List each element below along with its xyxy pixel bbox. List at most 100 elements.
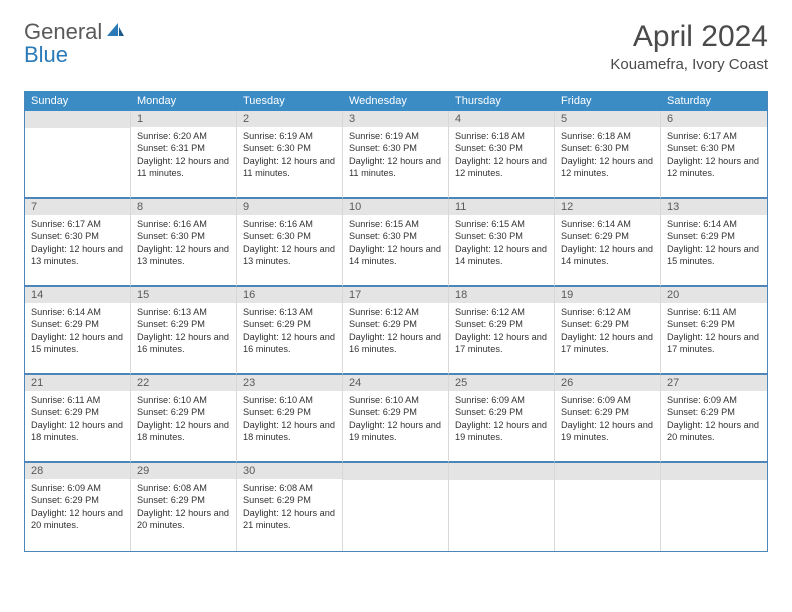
daylight-text: Daylight: 12 hours and 21 minutes.: [243, 507, 336, 532]
weekday-header-row: Sunday Monday Tuesday Wednesday Thursday…: [25, 91, 767, 111]
day-details: Sunrise: 6:17 AMSunset: 6:30 PMDaylight:…: [25, 215, 130, 271]
calendar-cell: 19Sunrise: 6:12 AMSunset: 6:29 PMDayligh…: [555, 287, 661, 375]
day-number: [449, 463, 554, 480]
daylight-text: Daylight: 12 hours and 19 minutes.: [455, 419, 548, 444]
logo-sail-icon: [104, 20, 126, 43]
daylight-text: Daylight: 12 hours and 13 minutes.: [243, 243, 336, 268]
sunset-text: Sunset: 6:30 PM: [349, 230, 442, 242]
sunrise-text: Sunrise: 6:18 AM: [561, 130, 654, 142]
sunrise-text: Sunrise: 6:17 AM: [667, 130, 761, 142]
calendar-cell: 9Sunrise: 6:16 AMSunset: 6:30 PMDaylight…: [237, 199, 343, 287]
sunset-text: Sunset: 6:29 PM: [243, 318, 336, 330]
calendar-cell: 27Sunrise: 6:09 AMSunset: 6:29 PMDayligh…: [661, 375, 767, 463]
calendar-cell: 11Sunrise: 6:15 AMSunset: 6:30 PMDayligh…: [449, 199, 555, 287]
day-details: Sunrise: 6:08 AMSunset: 6:29 PMDaylight:…: [131, 479, 236, 535]
daylight-text: Daylight: 12 hours and 12 minutes.: [455, 155, 548, 180]
calendar-cell: 7Sunrise: 6:17 AMSunset: 6:30 PMDaylight…: [25, 199, 131, 287]
daylight-text: Daylight: 12 hours and 19 minutes.: [561, 419, 654, 444]
sunset-text: Sunset: 6:29 PM: [667, 318, 761, 330]
daylight-text: Daylight: 12 hours and 18 minutes.: [31, 419, 124, 444]
sunrise-text: Sunrise: 6:18 AM: [455, 130, 548, 142]
calendar-cell: 17Sunrise: 6:12 AMSunset: 6:29 PMDayligh…: [343, 287, 449, 375]
sunset-text: Sunset: 6:30 PM: [137, 230, 230, 242]
day-details: Sunrise: 6:13 AMSunset: 6:29 PMDaylight:…: [131, 303, 236, 359]
daylight-text: Daylight: 12 hours and 12 minutes.: [561, 155, 654, 180]
sunrise-text: Sunrise: 6:17 AM: [31, 218, 124, 230]
sunset-text: Sunset: 6:29 PM: [455, 318, 548, 330]
sunset-text: Sunset: 6:29 PM: [31, 318, 124, 330]
calendar-cell: [661, 463, 767, 551]
day-details: Sunrise: 6:18 AMSunset: 6:30 PMDaylight:…: [555, 127, 660, 183]
sunrise-text: Sunrise: 6:16 AM: [137, 218, 230, 230]
daylight-text: Daylight: 12 hours and 19 minutes.: [349, 419, 442, 444]
day-details: Sunrise: 6:09 AMSunset: 6:29 PMDaylight:…: [25, 479, 130, 535]
sunrise-text: Sunrise: 6:15 AM: [455, 218, 548, 230]
day-details: Sunrise: 6:14 AMSunset: 6:29 PMDaylight:…: [661, 215, 767, 271]
calendar-cell: 28Sunrise: 6:09 AMSunset: 6:29 PMDayligh…: [25, 463, 131, 551]
day-details: Sunrise: 6:14 AMSunset: 6:29 PMDaylight:…: [555, 215, 660, 271]
daylight-text: Daylight: 12 hours and 18 minutes.: [137, 419, 230, 444]
day-details: Sunrise: 6:09 AMSunset: 6:29 PMDaylight:…: [661, 391, 767, 447]
day-number: 15: [131, 287, 236, 303]
sunrise-text: Sunrise: 6:12 AM: [349, 306, 442, 318]
calendar-cell: 24Sunrise: 6:10 AMSunset: 6:29 PMDayligh…: [343, 375, 449, 463]
daylight-text: Daylight: 12 hours and 14 minutes.: [455, 243, 548, 268]
daylight-text: Daylight: 12 hours and 18 minutes.: [243, 419, 336, 444]
sunset-text: Sunset: 6:29 PM: [243, 494, 336, 506]
title-block: April 2024 Kouamefra, Ivory Coast: [610, 20, 768, 73]
sunrise-text: Sunrise: 6:09 AM: [455, 394, 548, 406]
day-number: 20: [661, 287, 767, 303]
daylight-text: Daylight: 12 hours and 11 minutes.: [137, 155, 230, 180]
daylight-text: Daylight: 12 hours and 20 minutes.: [137, 507, 230, 532]
day-details: Sunrise: 6:15 AMSunset: 6:30 PMDaylight:…: [343, 215, 448, 271]
sunset-text: Sunset: 6:29 PM: [137, 318, 230, 330]
daylight-text: Daylight: 12 hours and 11 minutes.: [349, 155, 442, 180]
sunset-text: Sunset: 6:29 PM: [349, 318, 442, 330]
day-number: 5: [555, 111, 660, 127]
sunrise-text: Sunrise: 6:14 AM: [31, 306, 124, 318]
calendar-cell: 29Sunrise: 6:08 AMSunset: 6:29 PMDayligh…: [131, 463, 237, 551]
daylight-text: Daylight: 12 hours and 13 minutes.: [31, 243, 124, 268]
sunset-text: Sunset: 6:30 PM: [349, 142, 442, 154]
sunrise-text: Sunrise: 6:10 AM: [243, 394, 336, 406]
day-number: 8: [131, 199, 236, 215]
sunset-text: Sunset: 6:30 PM: [561, 142, 654, 154]
sunset-text: Sunset: 6:29 PM: [561, 318, 654, 330]
day-details: Sunrise: 6:19 AMSunset: 6:30 PMDaylight:…: [343, 127, 448, 183]
sunset-text: Sunset: 6:29 PM: [31, 494, 124, 506]
day-details: Sunrise: 6:10 AMSunset: 6:29 PMDaylight:…: [343, 391, 448, 447]
sunset-text: Sunset: 6:29 PM: [455, 406, 548, 418]
calendar-cell: 18Sunrise: 6:12 AMSunset: 6:29 PMDayligh…: [449, 287, 555, 375]
day-details: Sunrise: 6:08 AMSunset: 6:29 PMDaylight:…: [237, 479, 342, 535]
day-details: Sunrise: 6:11 AMSunset: 6:29 PMDaylight:…: [661, 303, 767, 359]
weekday-thursday: Thursday: [449, 91, 555, 111]
day-details: Sunrise: 6:16 AMSunset: 6:30 PMDaylight:…: [131, 215, 236, 271]
day-number: 7: [25, 199, 130, 215]
weekday-friday: Friday: [555, 91, 661, 111]
day-details: Sunrise: 6:09 AMSunset: 6:29 PMDaylight:…: [555, 391, 660, 447]
weekday-monday: Monday: [131, 91, 237, 111]
daylight-text: Daylight: 12 hours and 11 minutes.: [243, 155, 336, 180]
day-number: 27: [661, 375, 767, 391]
day-details: Sunrise: 6:12 AMSunset: 6:29 PMDaylight:…: [343, 303, 448, 359]
sunset-text: Sunset: 6:30 PM: [243, 230, 336, 242]
calendar-cell: [449, 463, 555, 551]
sunset-text: Sunset: 6:29 PM: [561, 406, 654, 418]
day-number: [661, 463, 767, 480]
weekday-sunday: Sunday: [25, 91, 131, 111]
daylight-text: Daylight: 12 hours and 15 minutes.: [31, 331, 124, 356]
calendar-cell: 8Sunrise: 6:16 AMSunset: 6:30 PMDaylight…: [131, 199, 237, 287]
day-number: 21: [25, 375, 130, 391]
day-number: 17: [343, 287, 448, 303]
sunrise-text: Sunrise: 6:09 AM: [31, 482, 124, 494]
day-number: 18: [449, 287, 554, 303]
sunset-text: Sunset: 6:29 PM: [243, 406, 336, 418]
sunset-text: Sunset: 6:29 PM: [137, 406, 230, 418]
day-number: 24: [343, 375, 448, 391]
day-number: 12: [555, 199, 660, 215]
day-number: [343, 463, 448, 480]
day-number: 3: [343, 111, 448, 127]
daylight-text: Daylight: 12 hours and 17 minutes.: [667, 331, 761, 356]
sunrise-text: Sunrise: 6:12 AM: [561, 306, 654, 318]
sunrise-text: Sunrise: 6:09 AM: [561, 394, 654, 406]
